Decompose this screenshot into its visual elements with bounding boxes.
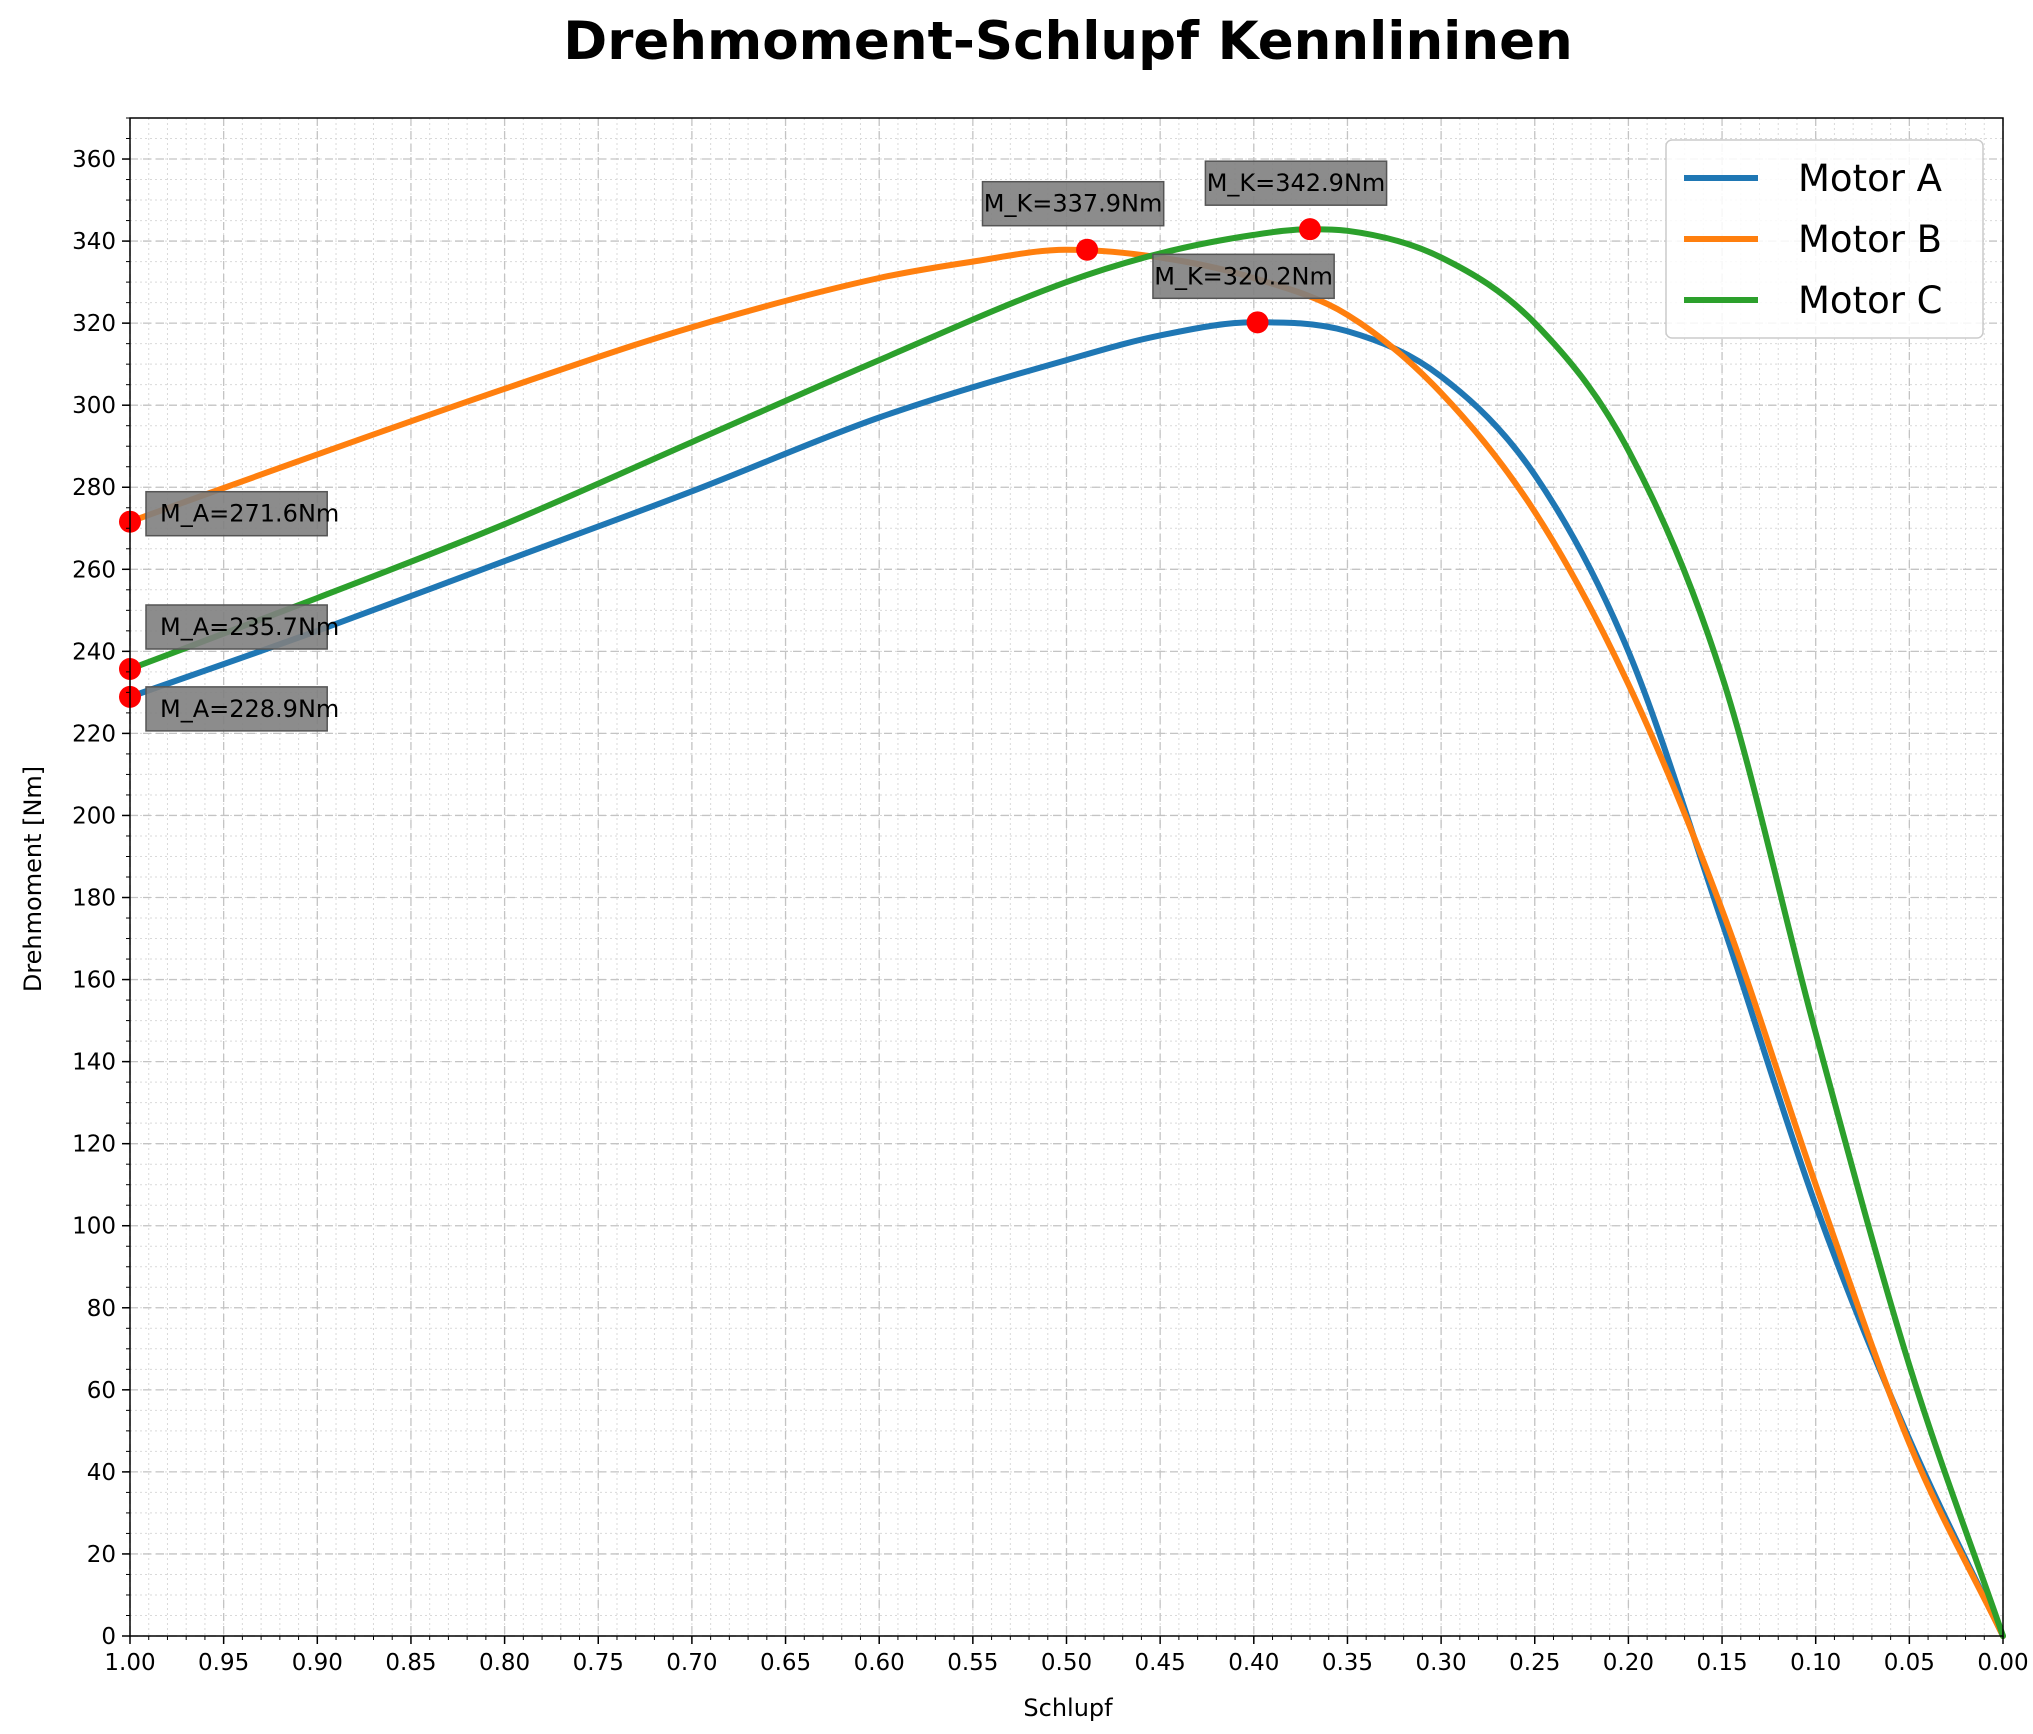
series-layer	[127, 226, 2006, 1639]
x-tick-label: 0.35	[1322, 1650, 1373, 1676]
annotation-box	[145, 490, 328, 537]
y-tick-label: 280	[72, 475, 116, 501]
x-tick-label: 0.50	[1041, 1650, 1092, 1676]
y-tick-label: 180	[72, 886, 116, 912]
marker-point	[1076, 238, 1099, 261]
y-tick-label: 0	[101, 1624, 116, 1650]
y-tick-label: 240	[72, 639, 116, 665]
x-tick-label: 0.65	[760, 1650, 811, 1676]
marker-layer: M_A=228.9Nm M_A=271.6Nm M_A=235.7Nm M_K=320…	[119, 160, 1388, 732]
x-tick-label: 0.70	[666, 1650, 717, 1676]
x-tick-label: 0.75	[573, 1650, 624, 1676]
annotation-label: M_K=337.9Nm	[984, 190, 1163, 218]
annotation-box	[1204, 160, 1388, 206]
annotation-label: M_K=320.2Nm	[1154, 262, 1333, 290]
x-tick-label: 0.85	[385, 1650, 436, 1676]
series-line-motor-b	[127, 246, 2006, 1639]
legend-label: Motor B	[1798, 218, 1942, 261]
y-tick-label: 300	[72, 393, 116, 419]
legend-label: Motor A	[1798, 157, 1942, 200]
annotation-box	[145, 604, 328, 650]
x-tick-label: 0.90	[292, 1650, 343, 1676]
y-tick-label: 360	[72, 147, 116, 173]
y-tick-label: 340	[72, 229, 116, 255]
annotation-box	[145, 686, 328, 732]
x-tick-label: 1.00	[104, 1650, 155, 1676]
legend-frame	[1665, 139, 1984, 339]
annotation-label: M_A=271.6Nm	[160, 500, 339, 528]
y-tick-label: 20	[87, 1542, 116, 1568]
marker-point	[1298, 218, 1321, 241]
grid	[129, 117, 2004, 1637]
x-tick-label: 0.95	[198, 1650, 249, 1676]
x-tick-label: 0.05	[1884, 1650, 1935, 1676]
x-tick-label: 0.00	[1977, 1650, 2028, 1676]
y-tick-label: 320	[72, 311, 116, 337]
x-tick-label: 0.60	[854, 1650, 905, 1676]
y-tick-label: 120	[72, 1132, 116, 1158]
axis-ticks: 1.00 0.95 0.90 0.85 0.80 0.75 0.70 0.65 0.60 0.55…	[72, 117, 2029, 1676]
y-tick-label: 260	[72, 557, 116, 583]
chart-title: Drehmoment-Schlupf Kennlininen	[563, 11, 1573, 72]
annotation-box	[981, 180, 1165, 227]
y-tick-label: 160	[72, 968, 116, 994]
x-tick-label: 0.40	[1228, 1650, 1279, 1676]
x-tick-label: 0.45	[1135, 1650, 1186, 1676]
y-tick-label: 220	[72, 721, 116, 747]
y-tick-label: 140	[72, 1050, 116, 1076]
annotation-label: M_A=228.9Nm	[160, 695, 339, 723]
series-line-motor-c	[127, 226, 2006, 1639]
legend-label: Motor C	[1798, 279, 1943, 322]
x-tick-label: 0.15	[1696, 1650, 1747, 1676]
series-line-motor-a	[127, 319, 2006, 1639]
y-tick-label: 100	[72, 1214, 116, 1240]
x-axis-label: Schlupf	[1023, 1694, 1113, 1722]
x-tick-label: 0.25	[1509, 1650, 1560, 1676]
x-tick-label: 0.80	[479, 1650, 530, 1676]
y-tick-label: 60	[87, 1378, 116, 1404]
y-tick-label: 200	[72, 803, 116, 829]
marker-point	[1246, 311, 1269, 334]
y-tick-label: 80	[87, 1296, 116, 1322]
annotation-label: M_K=342.9Nm	[1207, 169, 1386, 197]
x-tick-label: 0.55	[947, 1650, 998, 1676]
x-tick-label: 0.20	[1603, 1650, 1654, 1676]
x-tick-label: 0.30	[1415, 1650, 1466, 1676]
y-tick-label: 40	[87, 1460, 116, 1486]
x-tick-label: 0.10	[1790, 1650, 1841, 1676]
legend: Motor A Motor B Motor C	[1665, 139, 1984, 339]
annotation-box	[1152, 253, 1335, 300]
annotation-label: M_A=235.7Nm	[160, 613, 339, 641]
y-axis-label: Drehmoment [Nm]	[19, 766, 47, 992]
